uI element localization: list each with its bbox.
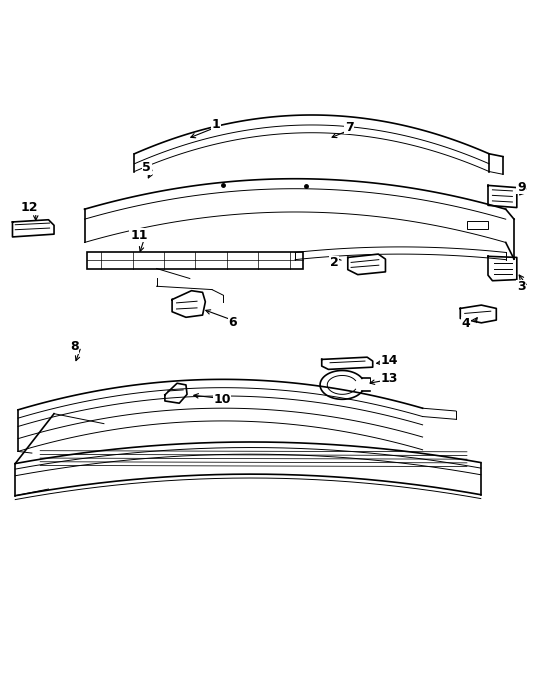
Text: 1: 1: [212, 118, 221, 131]
Bar: [467, 221, 488, 228]
Text: 9: 9: [517, 181, 526, 194]
Text: 13: 13: [380, 372, 398, 385]
Text: 4: 4: [461, 317, 470, 331]
Text: 14: 14: [380, 354, 398, 367]
Text: 2: 2: [330, 257, 338, 270]
Text: 3: 3: [517, 280, 526, 293]
Text: 8: 8: [70, 340, 79, 353]
Text: 6: 6: [229, 316, 237, 329]
Text: 10: 10: [213, 393, 231, 406]
Text: 7: 7: [345, 121, 354, 134]
Bar: [87, 252, 304, 268]
Text: 5: 5: [142, 161, 151, 174]
Text: 11: 11: [130, 229, 148, 242]
Text: 12: 12: [21, 201, 38, 214]
